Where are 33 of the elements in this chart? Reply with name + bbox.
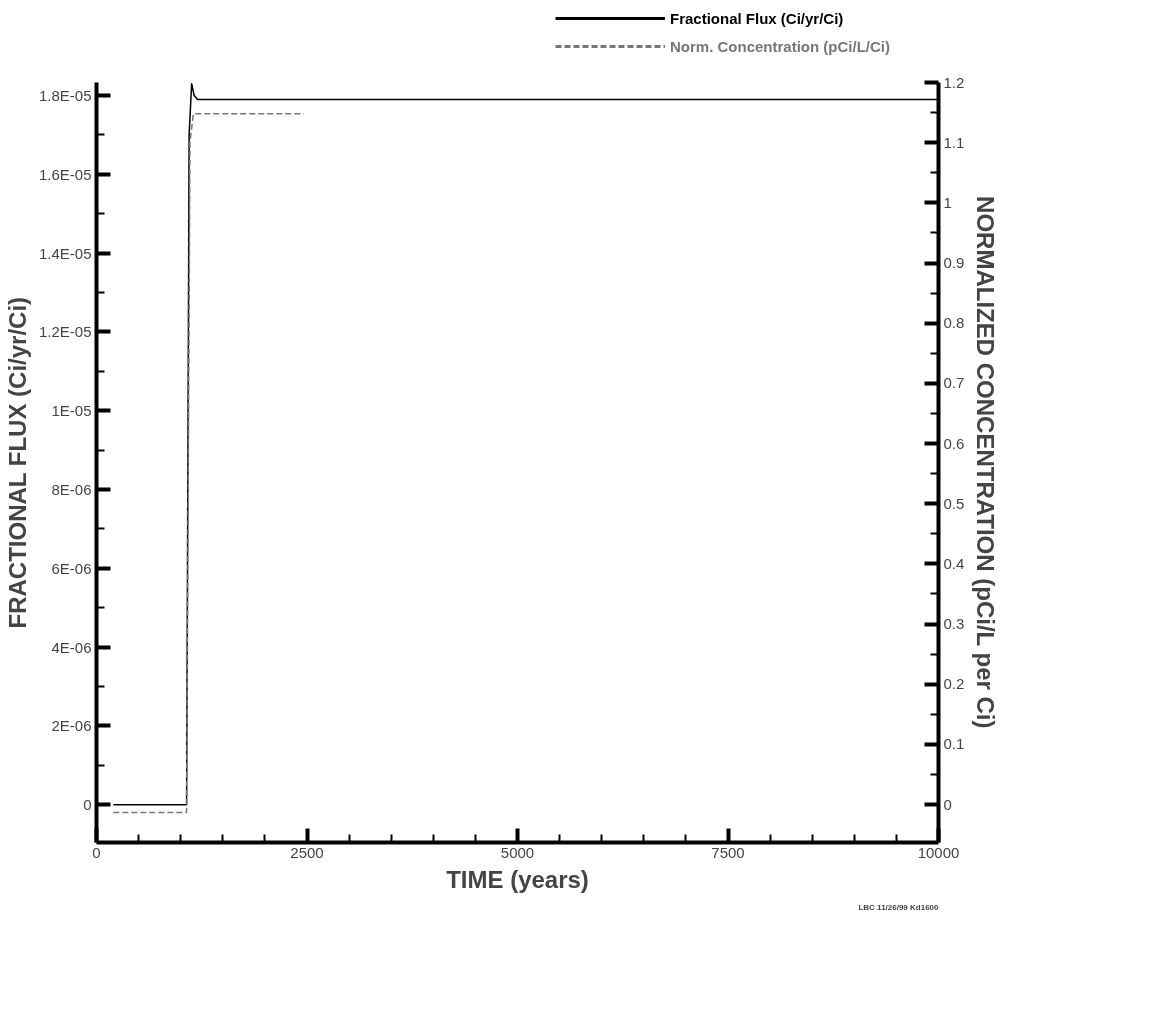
y2-tick-label: 1 xyxy=(943,193,952,211)
y-tick-label: 4E-06 xyxy=(51,638,92,656)
y2-tick-label: 0 xyxy=(943,795,952,813)
y-tick-label: 6E-06 xyxy=(51,559,92,577)
y2-tick-label: 0.6 xyxy=(943,434,965,452)
y-tick-label: 8E-06 xyxy=(51,480,92,498)
y2-tick-label: 0.7 xyxy=(943,374,965,392)
text: Norm. Concentration (pCi/L/Ci) xyxy=(670,37,890,55)
x-tick-label: 5000 xyxy=(500,843,535,861)
y2-tick-label: 0.3 xyxy=(943,615,965,633)
y2-tick-label: 0.2 xyxy=(943,675,965,693)
y2-tick-label: 1.2 xyxy=(943,73,965,91)
text: LBC 11/26/99 Kd1600 xyxy=(858,902,940,912)
y-tick-label: 0 xyxy=(83,796,92,814)
y2-tick-label: 1.1 xyxy=(943,133,965,151)
y2-tick-label: 0.9 xyxy=(943,254,965,272)
text: Fractional Flux (Ci/yr/Ci) xyxy=(670,9,844,27)
x-tick-label: 2500 xyxy=(290,843,324,861)
y2-axis-title: NORMALIZED CONCENTRATION (pCi/L per Ci) xyxy=(972,196,1000,729)
y2-tick-label: 0.8 xyxy=(943,314,965,332)
y-tick-label: 1E-05 xyxy=(51,402,92,420)
y2-tick-label: 0.1 xyxy=(943,735,965,753)
y-tick-label: 2E-06 xyxy=(51,717,92,735)
x-tick-label: 10000 xyxy=(917,843,960,861)
y-tick-label: 1.4E-05 xyxy=(38,244,92,262)
y-axis-title: FRACTIONAL FLUX (Ci/yr/Ci) xyxy=(3,296,31,629)
y2-tick-label: 0.5 xyxy=(943,494,965,512)
y-tick-label: 1.6E-05 xyxy=(38,165,92,183)
y-tick-label: 1.8E-05 xyxy=(38,87,92,104)
x-axis-title: TIME (years) xyxy=(446,865,589,893)
y-tick-label: 1.2E-05 xyxy=(38,323,92,341)
x-tick-label: 7500 xyxy=(711,843,745,861)
y2-tick-label: 0.4 xyxy=(943,554,965,572)
